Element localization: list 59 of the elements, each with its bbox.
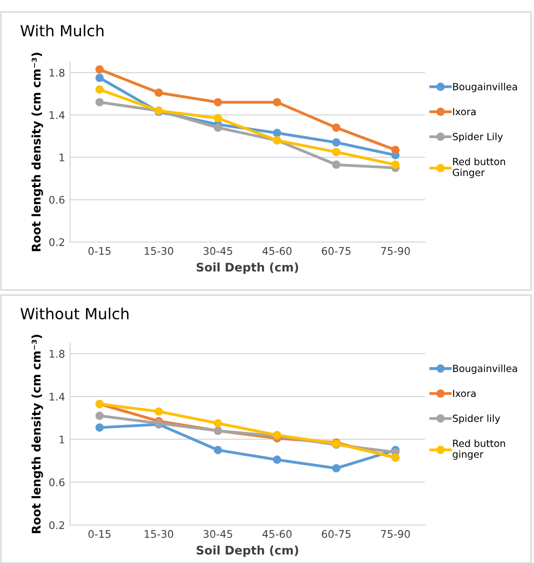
point xyxy=(95,423,104,432)
point xyxy=(391,146,400,154)
y-tick-label: 1 xyxy=(60,436,64,444)
x-tick-label: 45-60 xyxy=(262,247,292,255)
point xyxy=(332,138,340,147)
point xyxy=(95,412,104,420)
chart-title: With Mulch xyxy=(20,24,104,36)
point xyxy=(214,114,222,122)
point xyxy=(272,456,282,464)
point xyxy=(214,98,222,106)
point xyxy=(332,464,340,472)
point xyxy=(214,419,222,428)
legend-label: Spider Lily xyxy=(452,132,503,142)
y-tick-label: 1 xyxy=(60,154,64,162)
legend-label: Red button ginger xyxy=(452,439,506,460)
x-tick-label: 75-90 xyxy=(381,530,410,538)
point xyxy=(95,98,104,106)
x-tick-label: 0-15 xyxy=(88,530,110,538)
point xyxy=(154,407,163,416)
legend-label: Red button Ginger xyxy=(452,158,506,178)
point xyxy=(272,98,282,106)
y-tick-label: 1.4 xyxy=(50,111,65,119)
point xyxy=(95,65,104,74)
y-axis-title: Root length density (cm cm⁻³) xyxy=(32,334,44,534)
y-tick-label: 1.8 xyxy=(50,350,64,358)
legend-label: Bougainvillea xyxy=(453,364,517,374)
legend-label: Ixora xyxy=(453,108,476,116)
legend-label: Spider lily xyxy=(452,414,500,424)
point xyxy=(154,88,163,97)
x-tick-label: 60-75 xyxy=(322,530,350,538)
x-tick-label: 75-90 xyxy=(381,247,410,255)
x-tick-label: 30-45 xyxy=(204,530,232,538)
x-tick-label: 15-30 xyxy=(144,530,174,538)
legend-label: Bougainvillea xyxy=(453,82,517,92)
point xyxy=(391,160,400,169)
x-tick-label: 15-30 xyxy=(144,247,174,255)
point xyxy=(214,446,222,454)
point xyxy=(332,123,340,132)
x-tick-label: 60-75 xyxy=(322,247,350,255)
y-axis-title: Root length density (cm cm⁻³) xyxy=(32,52,44,252)
y-tick-label: 0.6 xyxy=(49,478,64,486)
y-tick-label: 1.4 xyxy=(50,392,65,400)
point xyxy=(332,148,340,156)
legend-label: Ixora xyxy=(453,390,476,398)
x-tick-label: 0-15 xyxy=(88,247,110,255)
x-tick-label: 45-60 xyxy=(262,530,292,538)
chart-title: Without Mulch xyxy=(20,308,128,320)
x-tick-label: 30-45 xyxy=(204,247,232,255)
point xyxy=(332,160,340,169)
point xyxy=(95,74,104,82)
y-tick-label: 0.2 xyxy=(49,521,64,530)
x-axis-title: Soil Depth (cm) xyxy=(196,262,298,274)
y-tick-label: 0.2 xyxy=(49,238,64,246)
x-axis-title: Soil Depth (cm) xyxy=(196,546,298,557)
y-tick-label: 0.6 xyxy=(49,196,64,204)
point xyxy=(272,128,282,138)
y-tick-label: 1.8 xyxy=(50,68,64,77)
point xyxy=(214,123,222,132)
point xyxy=(95,85,104,94)
